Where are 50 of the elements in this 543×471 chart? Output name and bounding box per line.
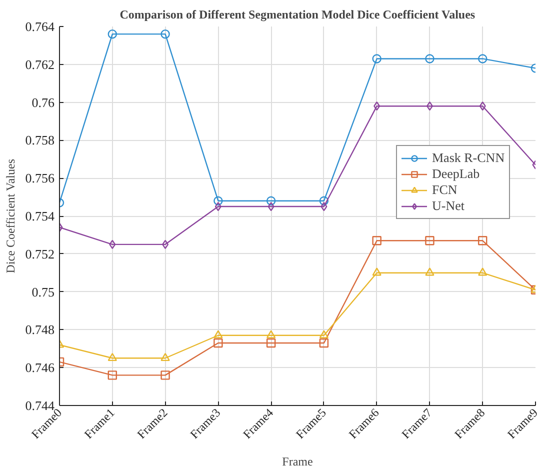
- chart-title: Comparison of Different Segmentation Model Dice Coefficient Values: [120, 8, 476, 22]
- y-axis-title: Dice Coefficient Values: [3, 158, 18, 274]
- point: [319, 338, 329, 348]
- point: [425, 54, 434, 64]
- y-tick-label: 0.756: [25, 170, 55, 186]
- legend-label: U-Net: [432, 198, 464, 214]
- point: [266, 196, 276, 206]
- point: [160, 370, 170, 380]
- y-tick-label: 0.76: [32, 94, 55, 110]
- point: [478, 236, 488, 246]
- point: [214, 196, 223, 206]
- x-axis-title: Frame: [282, 454, 313, 468]
- legend-label: FCN: [432, 182, 458, 198]
- point: [374, 101, 380, 111]
- point: [108, 370, 117, 380]
- y-tick-label: 0.764: [25, 19, 55, 34]
- point: [160, 352, 170, 362]
- point: [320, 202, 328, 212]
- point: [162, 240, 169, 250]
- point: [425, 268, 434, 276]
- point: [160, 29, 170, 39]
- y-tick-label: 0.754: [25, 208, 55, 224]
- point: [214, 338, 223, 348]
- point: [478, 268, 488, 276]
- point: [319, 196, 329, 206]
- y-tick-label: 0.758: [25, 132, 54, 148]
- point: [372, 54, 382, 64]
- point: [426, 101, 433, 111]
- y-tick-label: 0.75: [32, 284, 54, 300]
- point: [108, 352, 117, 362]
- y-tick-label: 0.752: [25, 246, 54, 262]
- point: [425, 236, 434, 246]
- point: [108, 29, 117, 39]
- point: [478, 54, 488, 64]
- point: [109, 240, 116, 250]
- legend-label: Mask R-CNN: [432, 150, 505, 166]
- point: [479, 101, 486, 111]
- point: [268, 202, 274, 212]
- y-tick-label: 0.744: [25, 398, 55, 413]
- legend-label: DeepLab: [432, 166, 480, 182]
- point: [372, 268, 382, 276]
- y-tick-label: 0.748: [25, 322, 54, 338]
- point: [372, 236, 382, 246]
- point: [266, 338, 276, 348]
- point: [214, 202, 222, 212]
- point: [319, 330, 329, 338]
- point: [266, 330, 276, 338]
- y-tick-label: 0.762: [25, 56, 54, 72]
- point: [214, 330, 223, 338]
- y-tick-label: 0.746: [25, 360, 55, 376]
